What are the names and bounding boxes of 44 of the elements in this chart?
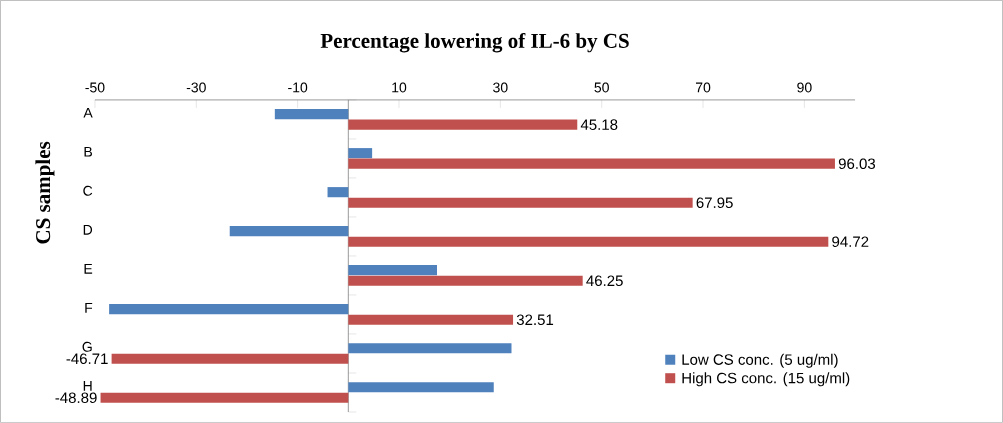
y-tick-label: A xyxy=(83,108,93,118)
y-tick-label: C xyxy=(83,185,93,196)
y-tick-label: F xyxy=(85,303,93,313)
x-tick-label: 90 xyxy=(797,82,812,93)
bar xyxy=(229,226,349,237)
bar xyxy=(274,109,349,120)
bar xyxy=(348,275,583,286)
y-tick-label: E xyxy=(84,264,93,274)
x-tick-label: -10 xyxy=(288,82,308,93)
legend-label: Low CS conc. (5 ug/ml) xyxy=(682,353,838,368)
y-axis-title: CS samples xyxy=(35,141,55,244)
data-label: 32.51 xyxy=(516,314,554,326)
data-label: 96.03 xyxy=(838,158,876,170)
y-tick-label: D xyxy=(83,225,93,235)
y-tick-label: G xyxy=(82,341,92,352)
legend-label: High CS conc. (15 ug/ml) xyxy=(682,372,850,387)
chart-title: Percentage lowering of IL-6 by CS xyxy=(320,33,629,53)
data-label: 67.95 xyxy=(696,197,733,209)
bar xyxy=(348,148,373,159)
data-label: 45.18 xyxy=(580,119,618,131)
bar xyxy=(348,119,578,130)
x-tick-label: 70 xyxy=(695,82,711,93)
data-label: 94.72 xyxy=(832,236,869,248)
x-tick-label: 50 xyxy=(594,82,609,93)
bar xyxy=(348,158,835,169)
bar xyxy=(109,304,349,315)
bar xyxy=(348,343,512,354)
bar xyxy=(348,197,693,208)
x-tick-label: 30 xyxy=(493,82,508,93)
bar xyxy=(348,265,437,276)
bar xyxy=(348,236,829,247)
bar xyxy=(348,314,514,325)
x-tick-label: 10 xyxy=(392,82,407,93)
y-tick-label: B xyxy=(84,147,92,157)
y-tick-label: H xyxy=(83,381,92,391)
data-label: -46.71 xyxy=(66,353,108,365)
bar xyxy=(348,382,494,393)
data-label: 46.25 xyxy=(586,275,623,287)
x-tick-label: -50 xyxy=(85,82,105,93)
bar xyxy=(100,392,349,403)
bar xyxy=(111,353,349,364)
bar xyxy=(327,187,349,198)
data-label: -48.89 xyxy=(55,392,97,404)
x-tick-label: -30 xyxy=(186,82,206,93)
